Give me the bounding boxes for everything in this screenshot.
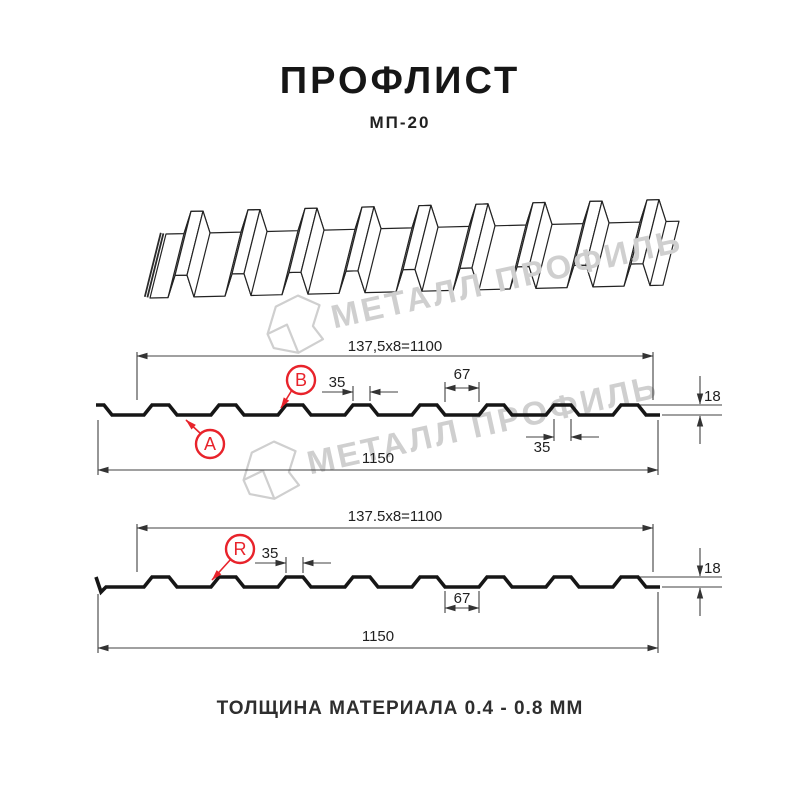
marker-a-circle <box>194 428 226 460</box>
metal-profile-logo-fold <box>267 323 300 354</box>
marker-b-circle <box>285 364 317 396</box>
marker-r-leader <box>211 558 232 581</box>
iso-cut-edge <box>143 232 162 298</box>
iso-edge <box>585 200 610 288</box>
marker-r-circle <box>224 533 256 565</box>
dim-1150-label: 1150 <box>362 450 394 467</box>
marker-a-label: A <box>204 434 216 454</box>
dim-1150-label: 1150 <box>362 628 394 645</box>
dim-18-label: 18 <box>704 388 721 405</box>
iso-edge <box>186 210 211 298</box>
iso-edge <box>300 207 325 295</box>
metal-profile-logo-icon <box>242 440 301 500</box>
dim-67-label: 67 <box>454 366 471 383</box>
watermark-text: МЕТАЛЛ ПРОФИЛЬ <box>303 368 662 482</box>
marker-a-leader <box>185 419 202 435</box>
marker-b-leader <box>280 389 293 409</box>
iso-cut-edge <box>146 233 165 298</box>
dim-18-label: 18 <box>704 560 721 577</box>
profile-outline-top <box>96 403 660 417</box>
dim-35-label: 35 <box>262 545 279 562</box>
profile-outline-bottom <box>94 575 660 596</box>
dim-pitch-label: 137,5x8=1100 <box>348 338 442 355</box>
iso-edge <box>414 204 439 292</box>
iso-edge <box>243 209 268 297</box>
page-subtitle: МП-20 <box>369 113 431 132</box>
marker-r-label: R <box>234 539 247 559</box>
iso-edge <box>528 201 553 289</box>
dim-67-label: 67 <box>454 590 471 607</box>
profile-3d-drawing <box>143 199 680 299</box>
page-title: ПРОФЛИСТ <box>279 60 521 102</box>
material-thickness-note: ТОЛЩИНА МАТЕРИАЛА 0.4 - 0.8 ММ <box>216 698 584 719</box>
dim-35-label: 35 <box>329 374 346 391</box>
marker-b-label: B <box>295 370 307 390</box>
dim-35b-label: 35 <box>534 439 551 456</box>
dim-pitch-label: 137.5x8=1100 <box>348 508 442 525</box>
iso-edge <box>357 206 382 294</box>
metal-profile-logo-icon <box>266 294 325 354</box>
cross-section-top: 137,5x8=1100 B A 35 67 18 35 <box>96 338 722 475</box>
iso-edge <box>642 199 667 287</box>
iso-edge <box>471 203 496 291</box>
cross-section-bottom: 137.5x8=1100 R 35 67 18 1150 <box>94 508 722 653</box>
